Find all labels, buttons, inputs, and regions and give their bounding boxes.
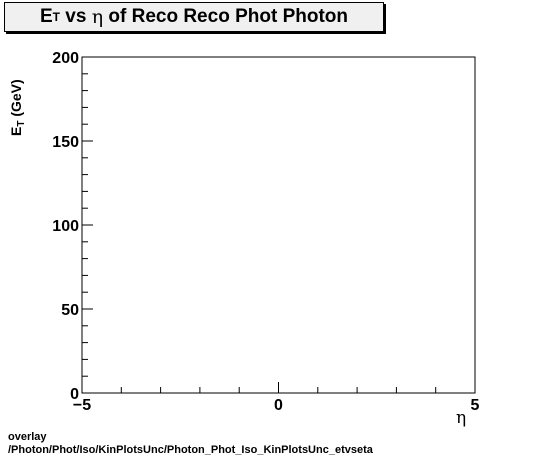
- title-suffix: of Reco Reco Phot Photon: [103, 6, 348, 27]
- footer-line-1: overlay: [8, 431, 47, 443]
- plot-frame: [81, 56, 476, 394]
- x-tick-label: 0: [274, 397, 283, 414]
- y-tick-label: 0: [70, 386, 79, 403]
- footer-line-2: /Photon/Phot/Iso/KinPlotsUnc/Photon_Phot…: [8, 444, 373, 456]
- x-axis-ticks: [81, 382, 476, 393]
- y-axis-ticks: [82, 56, 93, 394]
- y-axis-label-main: E: [8, 126, 24, 136]
- x-axis-label: η: [456, 408, 467, 428]
- y-axis-label-unit: (GeV): [8, 79, 24, 121]
- y-tick-label: 50: [61, 302, 79, 319]
- y-tick-label: 200: [52, 50, 79, 67]
- footer-caption: overlay /Photon/Phot/Iso/KinPlotsUnc/Pho…: [8, 431, 373, 457]
- y-tick-label: 150: [52, 134, 79, 151]
- x-tick-label: 5: [471, 397, 480, 414]
- y-tick-label: 100: [52, 218, 79, 235]
- title-greek: η: [91, 6, 104, 28]
- y-axis-label: ET (GeV): [8, 79, 27, 136]
- title-prefix-subscript: T: [52, 10, 61, 24]
- y-axis-label-subscript: T: [16, 120, 27, 127]
- x-tick-label: −5: [73, 397, 91, 414]
- title-prefix: E: [39, 6, 53, 27]
- x-axis-tick-labels: −5 0 5: [73, 397, 480, 414]
- y-axis-tick-labels: 0 50 100 150 200: [52, 50, 79, 403]
- title-middle: vs: [60, 6, 92, 27]
- title-box: [4, 2, 384, 32]
